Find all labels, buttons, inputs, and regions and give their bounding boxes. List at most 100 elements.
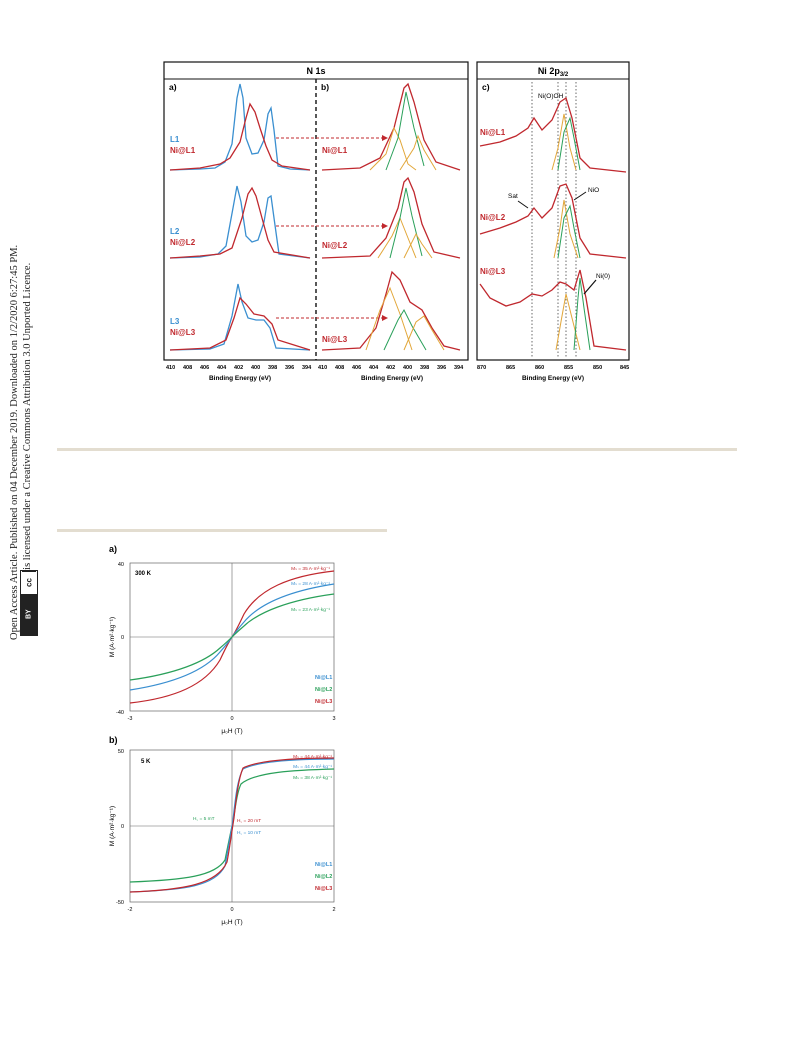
annot-nio: NiO <box>588 187 599 194</box>
legend-a-l2: Ni@L2 <box>315 687 332 693</box>
cc-by-badge[interactable]: cc BY <box>20 570 38 636</box>
svg-text:0: 0 <box>230 907 233 913</box>
svg-text:400: 400 <box>251 365 260 371</box>
mag-b-ylabel: M (A·m²·kg⁻¹) <box>109 806 116 846</box>
svg-text:410: 410 <box>318 365 327 371</box>
mag-b-curve-l3 <box>129 757 335 893</box>
hc-b-l2: H꜀ = 5 mT <box>193 816 215 822</box>
mag-a-ylabel: M (A·m²·kg⁻¹) <box>109 617 116 657</box>
svg-text:398: 398 <box>420 365 429 371</box>
license-sidebar: Open Access Article. Published on 04 Dec… <box>0 0 60 1039</box>
svg-text:0: 0 <box>230 716 233 722</box>
svg-text:408: 408 <box>183 365 192 371</box>
separator-rule-short <box>57 529 387 532</box>
ni-l2-spectrum <box>169 186 311 259</box>
svg-text:-40: -40 <box>116 710 124 716</box>
svg-text:406: 406 <box>352 365 361 371</box>
l1-spectrum <box>169 83 311 171</box>
svg-text:0: 0 <box>121 635 124 641</box>
svg-text:855: 855 <box>564 365 573 371</box>
n1s-header: N 1s <box>306 66 325 76</box>
transfer-arrows <box>276 137 382 319</box>
ms-a-l1: Mₛ = 28 A·m²·kg⁻¹ <box>291 581 330 587</box>
xlabel-c: Binding Energy (eV) <box>522 375 584 382</box>
temp-5k: 5 K <box>141 759 151 765</box>
label-ni-l3-a: Ni@L3 <box>170 328 196 337</box>
l3-spectrum <box>169 283 311 351</box>
ms-a-l2: Mₛ = 23 A·m²·kg⁻¹ <box>291 607 330 613</box>
mag-b-curve-l1 <box>129 758 335 893</box>
svg-text:40: 40 <box>118 562 124 568</box>
label-ni-l1-c: Ni@L1 <box>480 128 506 137</box>
svg-text:394: 394 <box>302 365 312 371</box>
panel-c-label: c) <box>482 82 490 92</box>
ms-b-l3: Mₛ = 44 A·m²·kg⁻¹ <box>293 754 332 760</box>
hc-b-l1: H꜀ = 10 mT <box>237 830 261 836</box>
xlabel-b: Binding Energy (eV) <box>361 375 423 382</box>
mag-a-xlabel: μ₀H (T) <box>221 728 242 735</box>
label-ni-l2-c: Ni@L2 <box>480 213 506 222</box>
svg-text:396: 396 <box>285 365 294 371</box>
temp-300k: 300 K <box>135 571 152 577</box>
annot-sat: Sat <box>508 193 518 200</box>
legend-a-l3: Ni@L3 <box>315 699 332 705</box>
svg-text:402: 402 <box>386 365 395 371</box>
svg-text:870: 870 <box>477 365 486 371</box>
panel-b-fits: Ni@L1 Ni@L2 Ni@L3 <box>321 82 461 351</box>
ni2p-header: Ni 2p3/2 <box>538 66 569 78</box>
svg-text:402: 402 <box>234 365 243 371</box>
xlabel-a: Binding Energy (eV) <box>209 375 271 382</box>
svg-text:-2: -2 <box>128 907 133 913</box>
legend-b-l1: Ni@L1 <box>315 862 332 868</box>
label-ni-l1-a: Ni@L1 <box>170 146 196 155</box>
by-icon: BY <box>21 594 37 635</box>
svg-text:845: 845 <box>620 365 629 371</box>
svg-text:406: 406 <box>200 365 209 371</box>
label-l3: L3 <box>170 317 180 326</box>
panel-b-label: b) <box>321 82 329 92</box>
svg-text:860: 860 <box>535 365 544 371</box>
magnetization-figure: a) 300 K 40 0 -40 -3 0 3 μ₀H (T) M (A·m²… <box>109 544 336 926</box>
svg-text:410: 410 <box>166 365 175 371</box>
mag-a-curve-l2 <box>129 593 335 681</box>
label-ni-l3-b: Ni@L3 <box>322 335 348 344</box>
ni-l3-spectrum <box>169 296 311 351</box>
panel-c-spectra: Ni@L1 Ni(O)OH Ni@L2 Sat NiO Ni@L3 Ni(0) <box>479 82 627 358</box>
hc-b-l3: H꜀ = 20 mT <box>237 818 261 824</box>
legend-b-l2: Ni@L2 <box>315 874 332 880</box>
l2-spectrum <box>169 185 311 259</box>
svg-text:400: 400 <box>403 365 412 371</box>
svg-text:408: 408 <box>335 365 344 371</box>
annot-nioh: Ni(O)OH <box>538 93 564 100</box>
ms-b-l1: Mₛ = 44 A·m²·kg⁻¹ <box>293 764 332 770</box>
svg-text:-3: -3 <box>128 716 133 722</box>
xticks-ni: 870 865 860 855 850 845 <box>477 365 629 371</box>
annot-ni0: Ni(0) <box>596 273 610 280</box>
svg-text:404: 404 <box>369 365 379 371</box>
panel-a-spectra: L1 Ni@L1 L2 Ni@L2 L3 Ni@L3 <box>169 83 311 351</box>
mag-b-xlabel: μ₀H (T) <box>221 919 242 926</box>
svg-text:398: 398 <box>268 365 277 371</box>
svg-text:-50: -50 <box>116 900 124 906</box>
label-ni-l1-b: Ni@L1 <box>322 146 348 155</box>
svg-text:0: 0 <box>121 824 124 830</box>
label-ni-l3-c: Ni@L3 <box>480 267 506 276</box>
xticks-n1s: 410 408 406 404 402 400 398 396 394 410 … <box>166 365 464 371</box>
legend-a-l1: Ni@L1 <box>315 675 332 681</box>
svg-text:850: 850 <box>593 365 602 371</box>
xps-figure: N 1s a) b) Ni 2p3/2 c) L1 Ni@L1 L2 Ni@L2… <box>163 61 630 382</box>
svg-text:3: 3 <box>332 716 335 722</box>
label-l2: L2 <box>170 227 180 236</box>
legend-b-l3: Ni@L3 <box>315 886 332 892</box>
label-ni-l2-b: Ni@L2 <box>322 241 348 250</box>
mag-panel-a-label: a) <box>109 544 117 554</box>
ms-b-l2: Mₛ = 38 A·m²·kg⁻¹ <box>293 775 332 781</box>
svg-text:2: 2 <box>332 907 335 913</box>
ni-l1-spectrum <box>169 102 311 171</box>
svg-text:865: 865 <box>506 365 515 371</box>
svg-text:50: 50 <box>118 749 124 755</box>
label-l1: L1 <box>170 135 180 144</box>
mag-panel-b-label: b) <box>109 735 118 745</box>
ms-a-l3: Mₛ = 35 A·m²·kg⁻¹ <box>291 566 330 572</box>
svg-text:404: 404 <box>217 365 227 371</box>
